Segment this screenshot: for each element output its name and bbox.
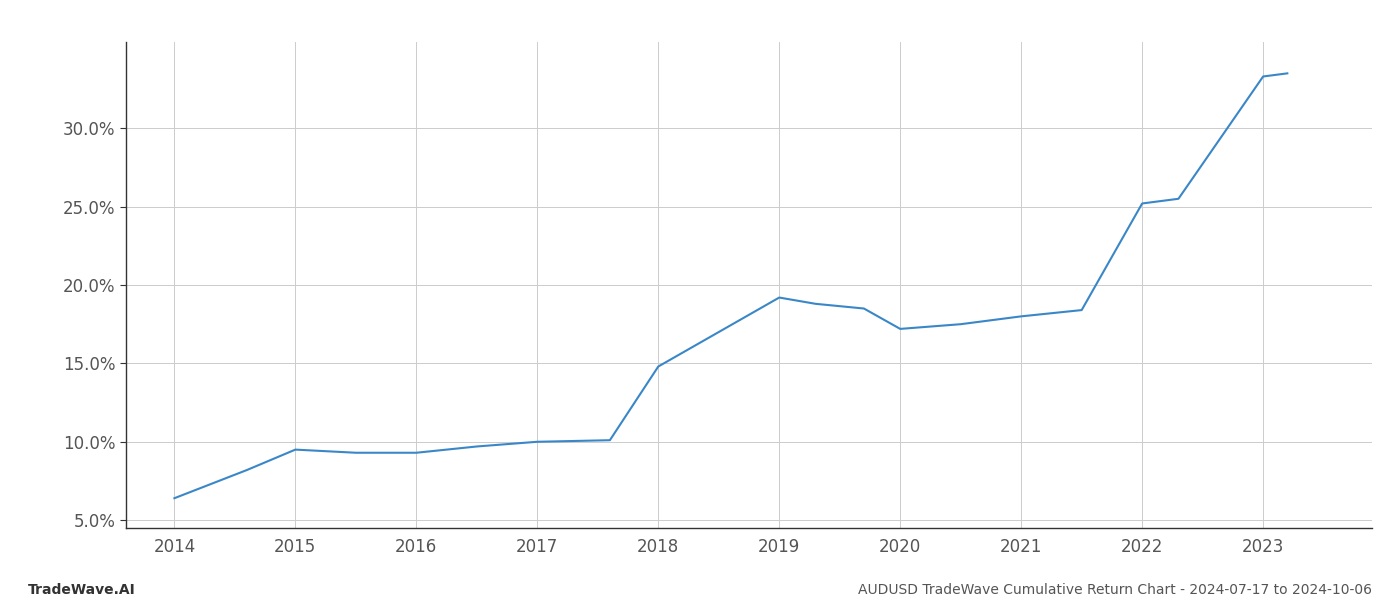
Text: AUDUSD TradeWave Cumulative Return Chart - 2024-07-17 to 2024-10-06: AUDUSD TradeWave Cumulative Return Chart… — [858, 583, 1372, 597]
Text: TradeWave.AI: TradeWave.AI — [28, 583, 136, 597]
